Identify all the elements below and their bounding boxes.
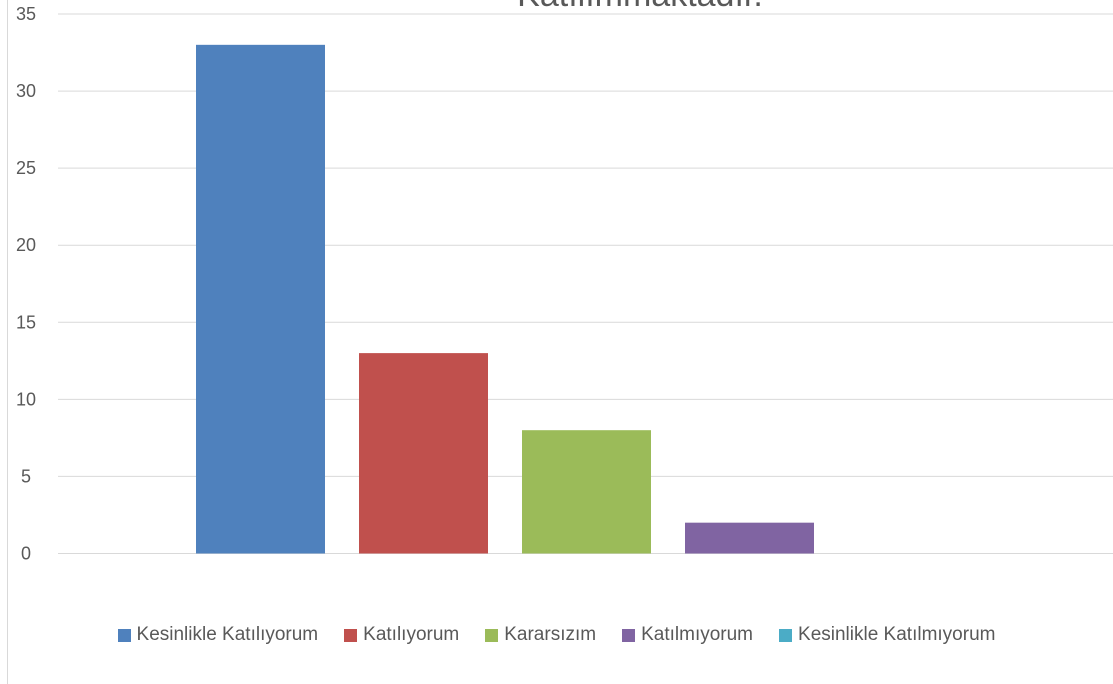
- legend-item: Katılmıyorum: [622, 623, 753, 647]
- legend-label: Katılıyorum: [363, 624, 460, 645]
- bar-4: [685, 522, 814, 554]
- chart-border: [7, 0, 8, 684]
- y-tick-label: 35: [16, 4, 36, 24]
- y-tick-label: 25: [16, 158, 36, 178]
- y-tick-label: 10: [16, 389, 36, 409]
- y-tick-label: 30: [16, 81, 36, 101]
- legend-item: Kesinlikle Katılmıyorum: [779, 623, 995, 647]
- legend-swatch: [344, 628, 358, 642]
- legend-swatch: [485, 628, 499, 642]
- y-tick-label: 15: [16, 312, 36, 332]
- bars: [196, 44, 814, 554]
- y-axis-ticks: 0 5 10 15 20 25 30 35: [16, 4, 36, 564]
- bar-3: [522, 430, 651, 554]
- legend: Kesinlikle Katılıyorum Katılıyorum Kararsı…: [0, 623, 1113, 647]
- bar-2: [359, 353, 488, 554]
- legend-swatch: [779, 628, 793, 642]
- y-tick-label: 5: [21, 466, 31, 486]
- legend-item: Kararsızım: [485, 623, 596, 647]
- legend-label: Kesinlikle Katılmıyorum: [798, 624, 996, 645]
- y-tick-label: 20: [16, 235, 36, 255]
- legend-swatch: [117, 628, 131, 642]
- y-tick-label: 0: [21, 544, 31, 564]
- legend-label: Katılmıyorum: [641, 624, 754, 645]
- bar-1: [196, 44, 325, 554]
- legend-label: Kesinlikle Katılıyorum: [136, 624, 319, 645]
- legend-swatch: [622, 628, 636, 642]
- legend-item: Katılıyorum: [344, 623, 459, 647]
- chart-title: Katılımmaktadır.: [517, 0, 763, 14]
- legend-label: Kararsızım: [504, 624, 597, 645]
- legend-item: Kesinlikle Katılıyorum: [117, 623, 319, 647]
